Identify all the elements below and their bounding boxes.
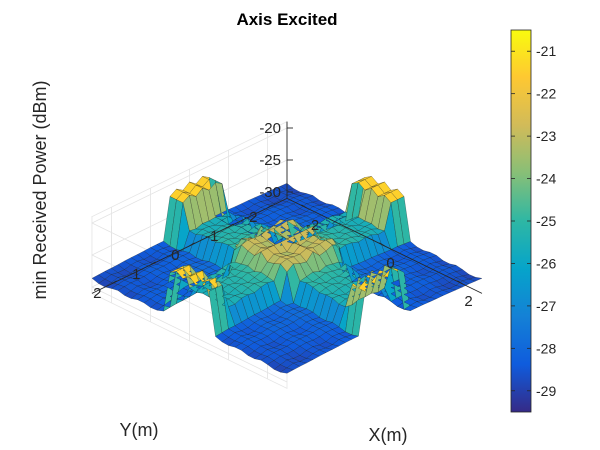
- colorbar-tick-label: -29: [536, 383, 556, 399]
- y-tick-mark: [111, 280, 117, 285]
- surface-patch: [429, 292, 444, 299]
- surface-patch: [286, 362, 301, 371]
- y-tick-mark: [189, 242, 195, 247]
- z-tick-label: -20: [259, 120, 281, 137]
- surface-patch: [442, 288, 457, 293]
- surface-patch: [279, 367, 295, 374]
- surface-patch: [468, 276, 483, 282]
- y-tick-label: 1: [132, 266, 140, 283]
- y-tick-mark: [228, 223, 234, 228]
- x-tick-label: -2: [306, 217, 319, 234]
- colorbar: -21 -22 -23 -24 -25 -26 -27 -28 -29: [510, 29, 556, 413]
- colorbar-tick-label: -22: [536, 86, 556, 102]
- chart-title: Axis Excited: [236, 10, 337, 29]
- y-tick-label: -2: [244, 209, 257, 226]
- surface-patch: [312, 349, 327, 357]
- x-tick-label: 2: [464, 293, 472, 310]
- colorbar-tick-label: -21: [536, 43, 556, 59]
- colorbar-ticks: -21 -22 -23 -24 -25 -26 -27 -28 -29: [511, 43, 556, 399]
- x-tick-mark: [457, 280, 463, 285]
- surface-patch: [448, 285, 464, 291]
- z-tick-label: -30: [259, 184, 281, 201]
- y-tick-label: 2: [93, 285, 101, 302]
- x-tick-mark: [379, 242, 385, 247]
- surface-layer: [91, 175, 483, 374]
- y-tick-mark: [150, 261, 156, 266]
- surface-patch: [305, 353, 321, 360]
- y-tick-mark: [267, 204, 273, 209]
- colorbar-tick-label: -26: [536, 255, 556, 271]
- colorbar-tick-label: -23: [536, 128, 556, 144]
- x-tick-mark: [301, 204, 307, 209]
- colorbar-tick-label: -25: [536, 213, 556, 229]
- z-tick-label: -25: [259, 152, 281, 169]
- y-axis-label: Y(m): [120, 420, 159, 440]
- x-tick-label: 0: [386, 255, 394, 272]
- colorbar-tick-label: -24: [536, 171, 556, 187]
- colorbar-tick-label: -28: [536, 340, 556, 356]
- colorbar-tick-label: -27: [536, 298, 556, 314]
- surface-patch: [292, 361, 308, 367]
- x-axis-label: X(m): [369, 425, 408, 445]
- z-axis-label: min Received Power (dBm): [30, 80, 50, 299]
- surface-patch: [338, 336, 353, 343]
- y-tick-label: 0: [171, 247, 179, 264]
- surface-patch: [461, 278, 477, 285]
- surface-patch: [403, 304, 418, 311]
- y-tick-label: -1: [205, 228, 218, 245]
